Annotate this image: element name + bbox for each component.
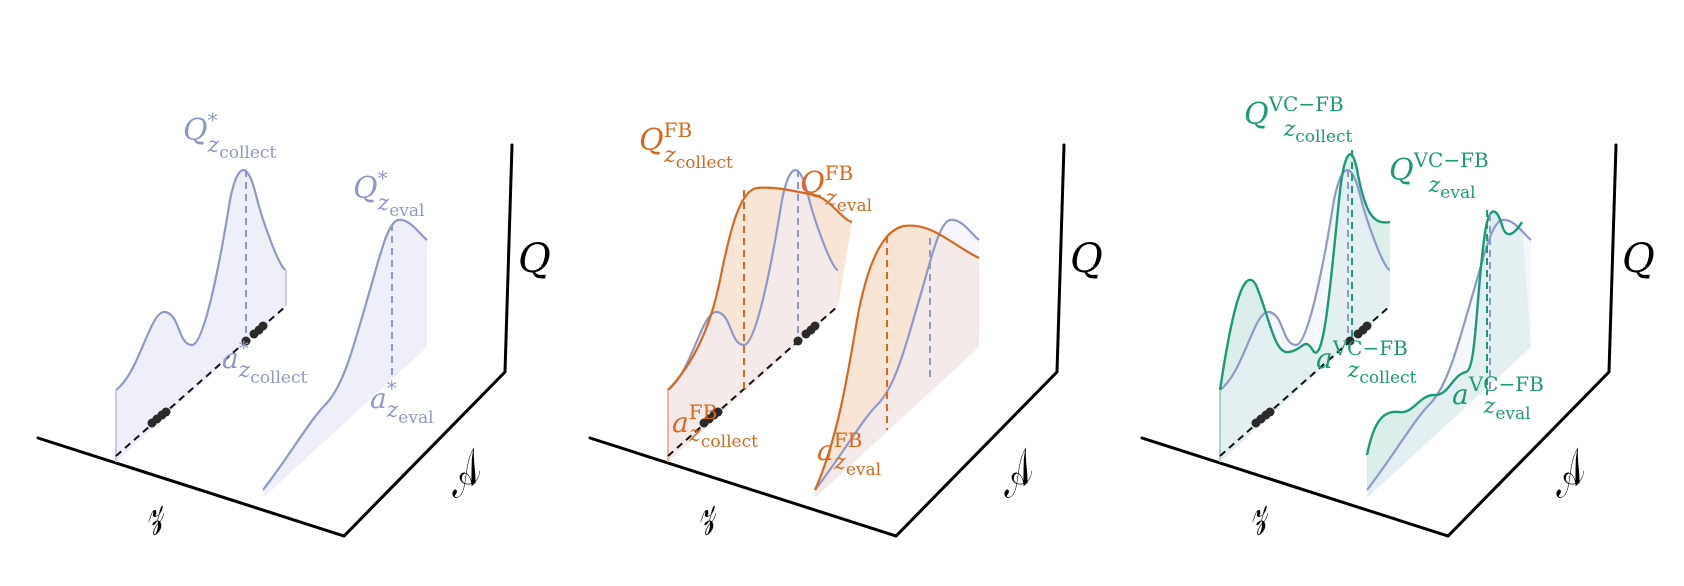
panel-fb: 𝓏 𝒜 Q QFB zcollect QFB zeval aFB zcoll <box>588 118 1103 538</box>
q-star-eval-fill <box>815 219 979 498</box>
q-star-eval-curve <box>1366 218 1532 491</box>
label-a-star-eval: a* zeval <box>370 376 434 428</box>
q-vcfb-eval-curve <box>1365 210 1524 456</box>
panel-vcfb: 𝓏 𝒜 Q QVC−FB zcollect QVC−FB zeval aV <box>1140 92 1655 538</box>
label-a-vcfb-eval: aVC−FB zeval <box>1452 372 1544 424</box>
label-q-star-collect: Q* zcollect <box>183 108 276 163</box>
q-vcfb-collect-curve <box>1218 153 1391 391</box>
label-q-fb-eval: QFB zeval <box>800 161 872 216</box>
panel-optimal: 𝓏 𝒜 Q Q* zcollect Q* zeval a* zcollect a* ze… <box>36 108 551 538</box>
q-star-eval-curve <box>814 218 980 491</box>
collect-baseline <box>667 305 839 457</box>
q-star-collect-fill <box>116 170 286 462</box>
q-fb-collect-curve <box>667 186 853 391</box>
axis-label-q: Q <box>518 236 551 282</box>
label-a-star-collect: a* zcollect <box>222 336 308 388</box>
axis-label-a: 𝒜 <box>432 441 499 508</box>
axis-label-z: 𝓏 <box>684 486 726 537</box>
q-star-collect-curve <box>1219 169 1391 391</box>
q-star-eval-curve <box>262 218 428 491</box>
axis-label-z: 𝓏 <box>1236 486 1278 537</box>
axis-frame <box>1140 143 1618 538</box>
axis-label-q: Q <box>1070 236 1103 282</box>
collect-points <box>1251 321 1372 428</box>
label-q-vcfb-eval: QVC−FB zeval <box>1389 148 1489 203</box>
label-a-vcfb-collect: aVC−FB zcollect <box>1316 336 1417 388</box>
q-star-eval-fill <box>263 219 427 498</box>
label-q-vcfb-collect: QVC−FB zcollect <box>1244 92 1352 147</box>
axis-label-z: 𝓏 <box>132 486 174 537</box>
q-star-collect-fill <box>668 170 838 462</box>
axis-label-a: 𝒜 <box>984 441 1051 508</box>
axis-frame <box>588 143 1066 538</box>
axis-label-a: 𝒜 <box>1536 441 1603 508</box>
label-a-fb-eval: aFB zeval <box>817 428 881 480</box>
q-fb-eval-curve <box>813 224 980 491</box>
collect-baseline <box>115 305 287 457</box>
collect-points <box>147 321 268 428</box>
axis-frame <box>36 143 514 538</box>
q-star-collect-curve <box>115 169 287 391</box>
axis-label-q: Q <box>1622 236 1655 282</box>
label-a-fb-collect: aFB zcollect <box>672 400 758 452</box>
label-q-star-eval: Q* zeval <box>353 166 424 221</box>
collect-baseline <box>1219 305 1391 457</box>
label-q-fb-collect: QFB zcollect <box>639 118 733 173</box>
collect-points <box>699 321 820 428</box>
